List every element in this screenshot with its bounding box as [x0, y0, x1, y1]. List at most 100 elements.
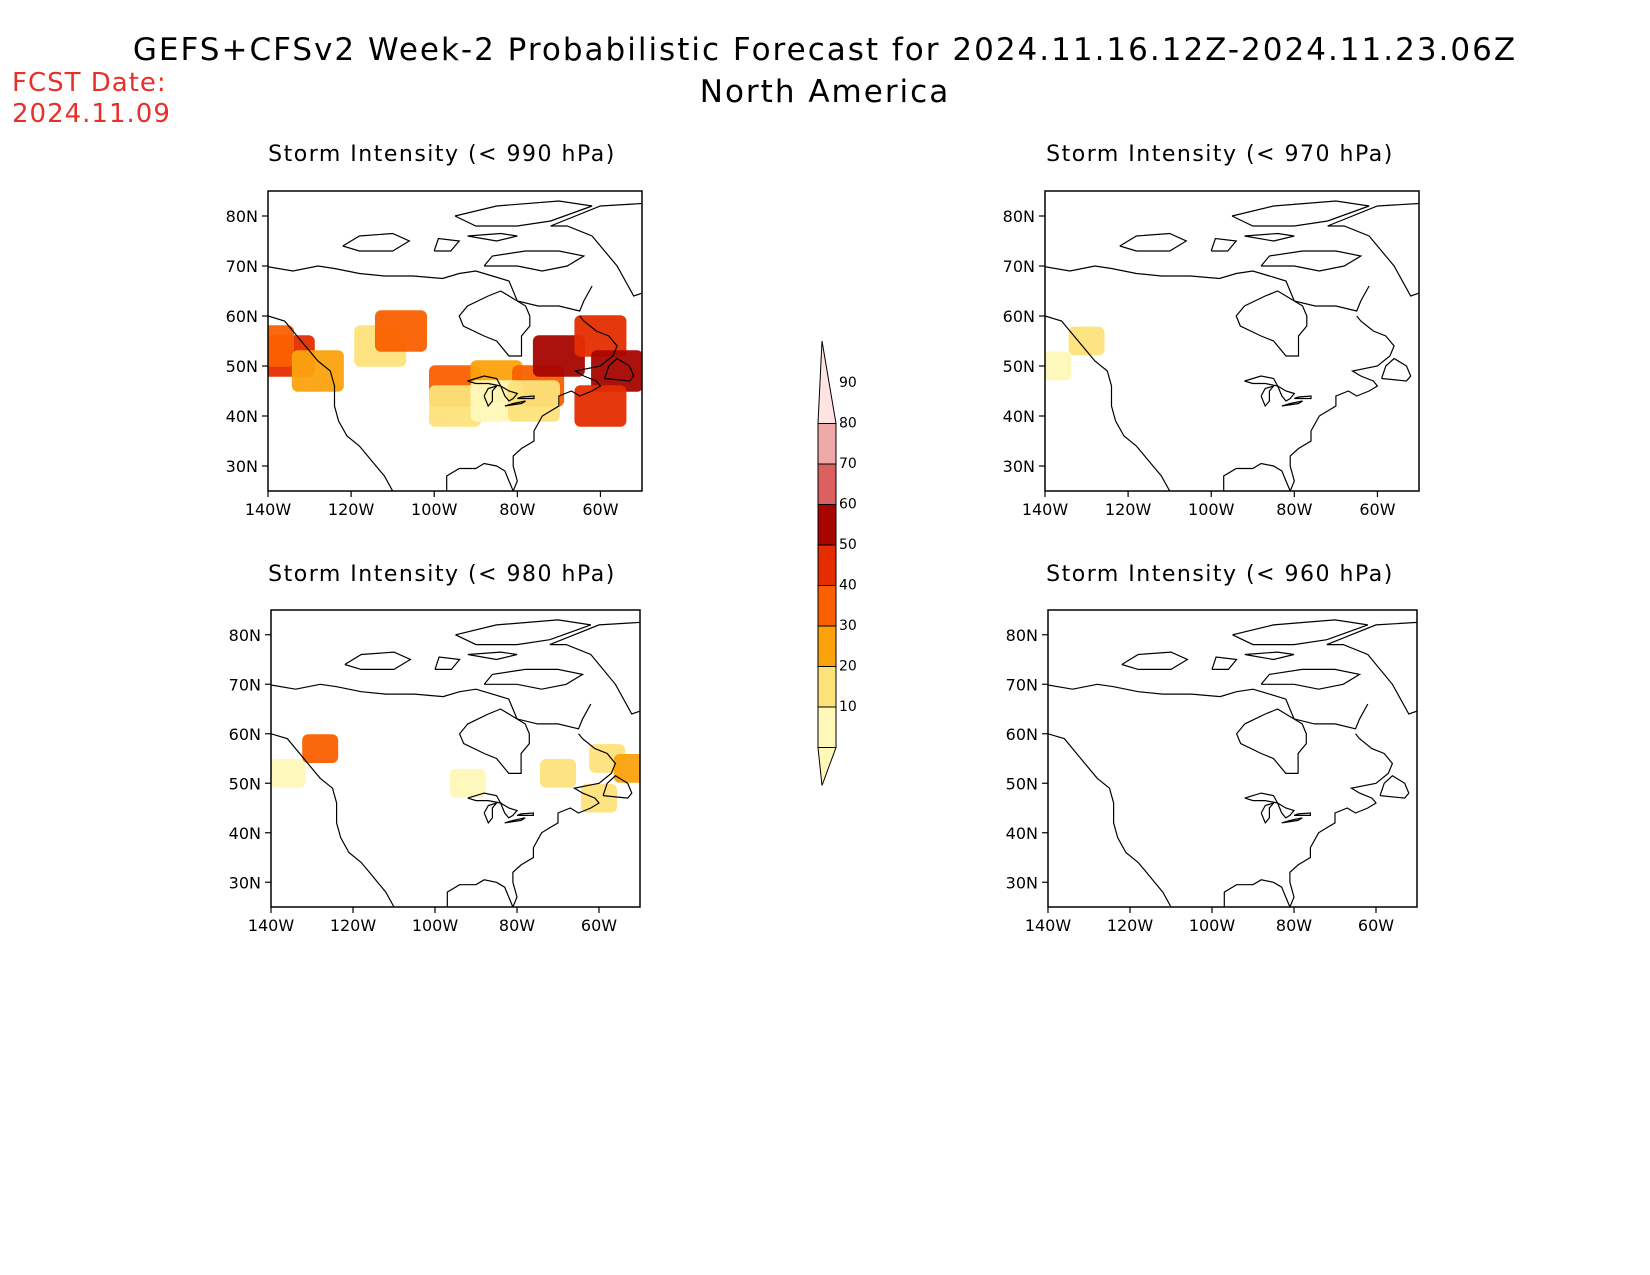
main-title-line1: GEFS+CFSv2 Week-2 Probabilistic Forecast… [132, 32, 1518, 68]
lat-tick-label: 70N [229, 675, 261, 694]
main-title: GEFS+CFSv2 Week-2 Probabilistic Forecast… [0, 32, 1650, 110]
colorbar-swatch [817, 423, 837, 465]
coastline [1260, 384, 1276, 408]
lon-tick-label: 60W [1359, 500, 1395, 519]
coastline [1244, 232, 1295, 242]
panel-title-990: Storm Intensity (< 990 hPa) [268, 142, 616, 167]
coastline [504, 400, 526, 407]
coastlines [271, 619, 640, 907]
coastline [1260, 668, 1362, 690]
colorbar-swatch [817, 666, 837, 708]
coastline [1281, 400, 1303, 407]
colorbar-tick-label: 10 [839, 699, 857, 715]
lon-tick-label: 140W [245, 500, 292, 519]
lon-tick-label: 60W [581, 916, 617, 935]
coastline [1326, 621, 1417, 715]
panel-title-980: Storm Intensity (< 980 hPa) [268, 562, 616, 587]
lat-tick-label: 50N [1006, 774, 1038, 793]
coastline [434, 656, 461, 670]
coastline [483, 668, 585, 690]
coastlines [268, 200, 642, 491]
colorbar-tick-label: 30 [839, 618, 857, 634]
lat-tick-label: 30N [1006, 873, 1038, 892]
coastline [1379, 775, 1410, 799]
probability-cell [581, 783, 617, 813]
probability-cell [302, 734, 339, 763]
coastline [1244, 651, 1295, 661]
probability-shading [268, 310, 642, 427]
coastline [271, 683, 592, 730]
colorbar-swatch [817, 544, 837, 586]
colorbar-swatch [817, 706, 837, 748]
coastline [454, 200, 593, 227]
colorbar: 10 20 30 40 50 60 70 80 90 [817, 340, 857, 786]
colorbar-extend-high [817, 340, 837, 424]
colorbar-tick-label: 40 [839, 578, 857, 594]
coastline [1045, 315, 1171, 491]
probability-cell [271, 758, 306, 788]
coastline [1045, 265, 1370, 312]
coastline [512, 733, 617, 907]
lon-tick-label: 80W [1276, 500, 1312, 519]
map-panel-p980: 80N 70N 60N 50N 40N 30N 140W 120W 100W 80W 60W [229, 609, 641, 935]
lat-tick-label: 60N [1006, 725, 1038, 744]
coastline [483, 384, 499, 408]
coastline [1231, 200, 1370, 227]
coastline [516, 812, 534, 816]
lon-tick-label: 100W [411, 500, 458, 519]
lon-tick-label: 60W [582, 500, 618, 519]
coastline [1289, 733, 1394, 907]
coastline [467, 651, 518, 661]
coastline [446, 879, 514, 907]
coastline [500, 385, 519, 402]
map-frame [267, 190, 643, 492]
colorbar-swatch [817, 625, 837, 667]
probability-cell [268, 325, 294, 367]
coastline [344, 651, 412, 670]
colorbar-tick-label: 20 [839, 659, 857, 675]
lat-tick-label: 40N [1006, 824, 1038, 843]
lat-tick-label: 50N [229, 774, 261, 793]
lat-tick-label: 50N [1003, 357, 1035, 376]
coastlines [1048, 619, 1417, 907]
lat-tick-label: 40N [1003, 407, 1035, 426]
lat-tick-label: 30N [1003, 457, 1035, 476]
probability-shading [1045, 326, 1105, 381]
coastline [1277, 385, 1296, 402]
coastline [1260, 801, 1276, 825]
forecast-date-label: FCST Date: [12, 68, 167, 98]
coastline [1119, 232, 1188, 252]
map-panel-p970: 80N 70N 60N 50N 40N 30N 140W 120W 100W 80W 60W [1003, 190, 1420, 519]
coastline [512, 315, 618, 491]
coastline [1327, 202, 1419, 297]
coastline [446, 462, 514, 491]
lat-tick-label: 50N [226, 357, 258, 376]
map-frame [1044, 190, 1420, 492]
coastline [455, 619, 592, 646]
lon-tick-label: 60W [1358, 916, 1394, 935]
colorbar-extend-low [817, 747, 837, 786]
probability-cell [1068, 326, 1105, 356]
colorbar-tick-label: 70 [839, 456, 857, 472]
coastline [1277, 802, 1296, 819]
probability-cell [574, 385, 627, 427]
coastline [1048, 733, 1172, 907]
coastline [517, 395, 535, 400]
forecast-date-value: 2024.11.09 [12, 99, 171, 129]
lon-tick-label: 140W [1022, 500, 1069, 519]
coastline [1223, 879, 1291, 907]
lat-tick-label: 80N [1006, 626, 1038, 645]
coastline [500, 802, 519, 819]
coastline [483, 801, 499, 825]
coastline [1294, 395, 1312, 400]
map-panel-p960: 80N 70N 60N 50N 40N 30N 140W 120W 100W 80W 60W [1006, 609, 1418, 935]
lon-tick-label: 120W [1105, 500, 1152, 519]
lon-tick-label: 100W [1188, 500, 1235, 519]
coastline [504, 817, 526, 824]
coastline [342, 232, 411, 252]
coastline [467, 232, 518, 242]
forecast-date: FCST Date: 2024.11.09 [12, 68, 171, 130]
lat-tick-label: 70N [226, 257, 258, 276]
probability-cell [532, 335, 585, 377]
lon-tick-label: 100W [1189, 916, 1236, 935]
